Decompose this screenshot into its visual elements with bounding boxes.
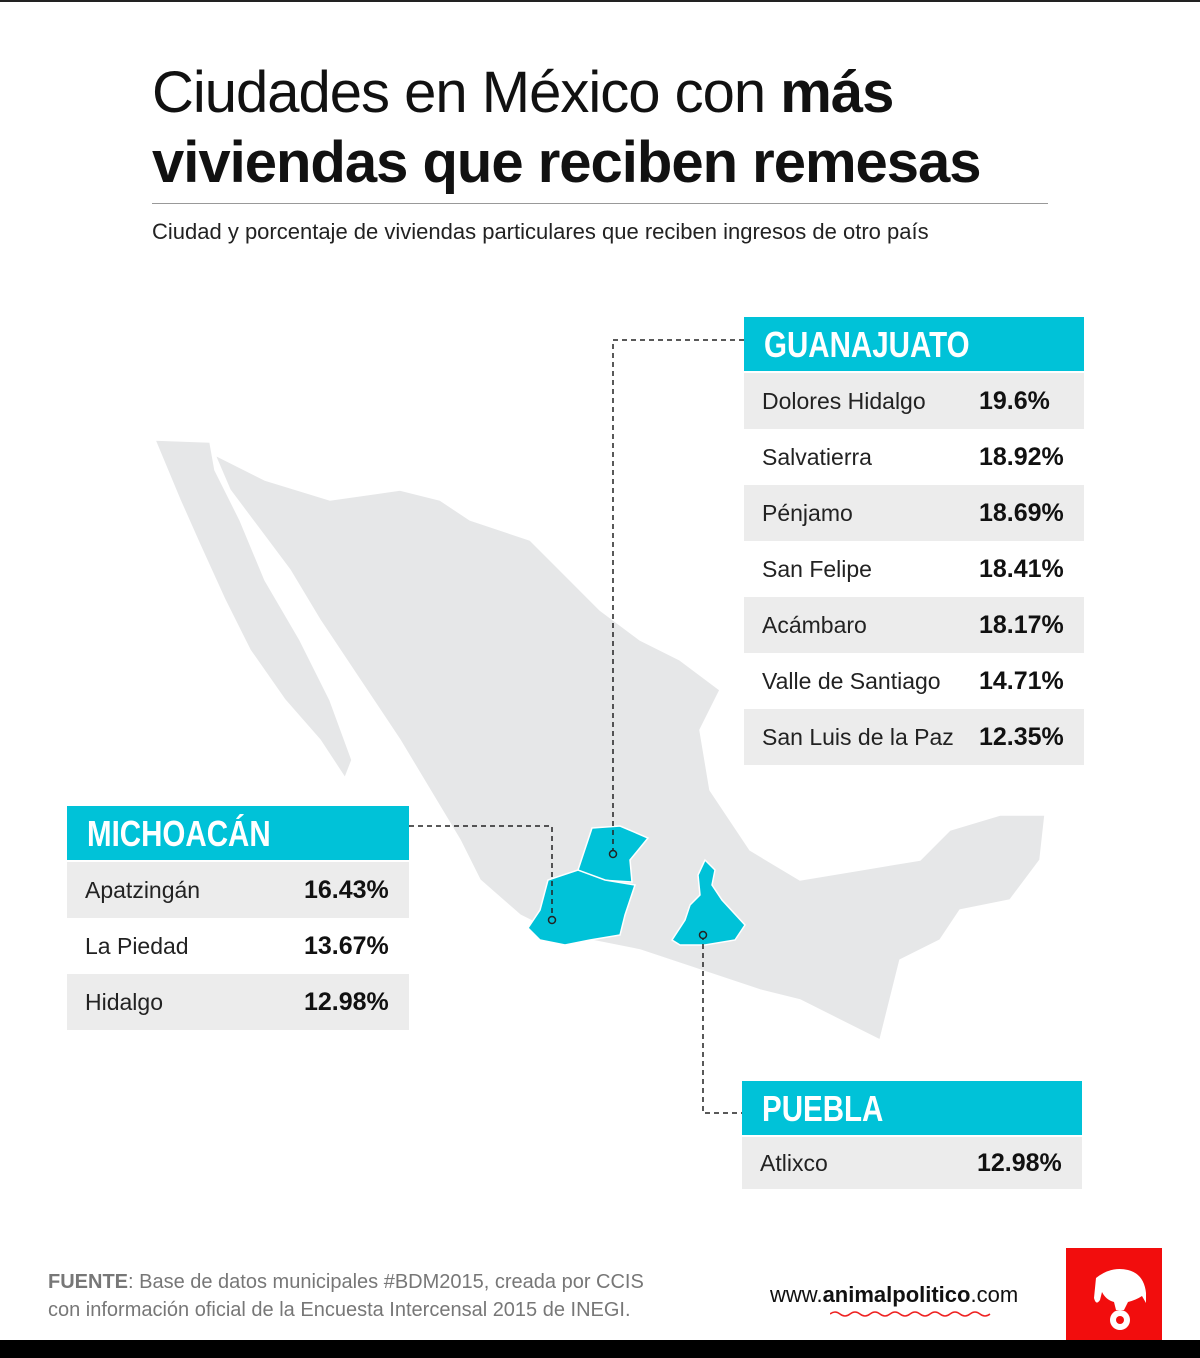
guanajuato-marker [608,849,618,859]
table-row: Valle de Santiago 14.71% [762,666,1064,695]
puebla-shape [670,858,746,946]
bottom-bar [0,1340,1200,1358]
state-header: MICHOACÁN [67,806,409,860]
vanguardia-logo [1066,1248,1162,1340]
michoacan-marker [547,915,557,925]
mexico-map [153,339,1046,1114]
puebla-marker [698,930,708,940]
table-row: Atlixco 12.98% [742,1137,1082,1189]
puebla-table: PUEBLA Atlixco 12.98% [742,1081,1082,1189]
squiggle-underline [830,1311,991,1317]
state-header: GUANAJUATO [744,317,1084,371]
subtitle: Ciudad y porcentaje de viviendas particu… [152,219,929,244]
michoacan-leader [409,825,553,918]
guanajuato-table: GUANAJUATO Dolores Hidalgo 19.6% Salvatie… [744,317,1084,765]
table-row: San Felipe 18.41% [762,554,1064,583]
top-border [0,0,1200,2]
guanajuato-leader [612,339,744,852]
table-row: Acámbaro 18.17% [744,597,1084,653]
table-row: Apatzingán 16.43% [67,862,409,918]
page-title: Ciudades en México con más viviendas que … [152,60,982,195]
title-divider [152,203,1048,204]
baja-california [153,439,353,780]
elephant-icon [1094,1269,1146,1330]
michoacan-shape [527,869,636,946]
source-note: FUENTE: Base de datos municipales #BDM20… [48,1271,644,1321]
michoacan-table: MICHOACÁN Apatzingán 16.43% La Piedad 13.6… [67,806,409,1030]
mainland [213,453,1046,1042]
state-header: PUEBLA [742,1081,1082,1135]
table-row: San Luis de la Paz 12.35% [744,709,1084,765]
website-link[interactable]: www.animalpolitico.com [770,1282,1019,1307]
table-row: La Piedad 13.67% [85,931,389,960]
table-row: Salvatierra 18.92% [762,442,1064,471]
table-row: Pénjamo 18.69% [744,485,1084,541]
table-row: Hidalgo 12.98% [67,974,409,1030]
table-row: Dolores Hidalgo 19.6% [744,373,1084,429]
